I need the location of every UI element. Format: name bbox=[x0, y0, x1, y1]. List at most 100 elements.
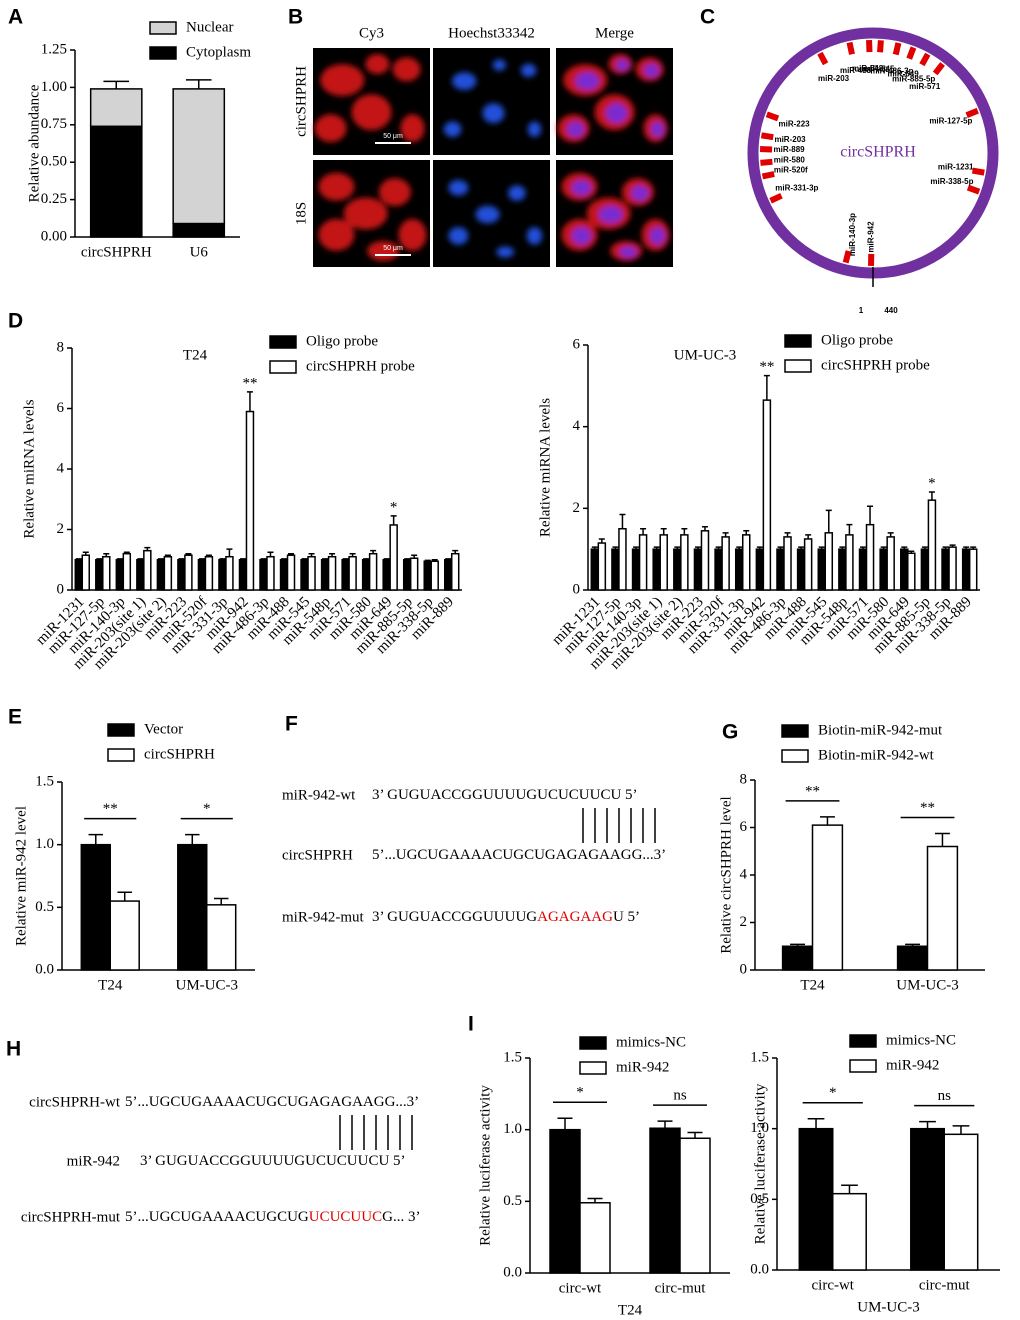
sequence: 3’ GUGUACCGGUUUUGAGAGAAGU 5’ bbox=[372, 909, 640, 925]
bar bbox=[143, 549, 152, 591]
error-bar bbox=[116, 558, 123, 560]
y-tick-label: 2 bbox=[573, 500, 581, 516]
error-bar bbox=[404, 558, 411, 560]
bar bbox=[811, 824, 844, 971]
bar bbox=[693, 548, 703, 591]
y-tick-label: 0.5 bbox=[35, 899, 54, 915]
bar bbox=[845, 534, 854, 591]
error-bar bbox=[784, 532, 791, 537]
error-bar bbox=[825, 509, 832, 533]
binding-site bbox=[966, 184, 981, 195]
legend-label: mimics-NC bbox=[886, 1032, 956, 1048]
bar bbox=[382, 559, 391, 591]
bar bbox=[943, 1133, 979, 1271]
nucleus bbox=[615, 59, 629, 71]
error-bar bbox=[819, 816, 835, 826]
bar bbox=[320, 559, 330, 591]
bar bbox=[177, 559, 186, 591]
nucleus bbox=[571, 227, 592, 245]
cell bbox=[320, 64, 365, 97]
x-tick-label: circ-mut bbox=[919, 1277, 971, 1293]
bar bbox=[879, 548, 888, 591]
column-header: Cy3 bbox=[359, 25, 384, 41]
error-bar bbox=[226, 548, 233, 557]
y-tick-label: 1.00 bbox=[41, 79, 67, 95]
cells bbox=[318, 172, 427, 261]
sequence-name: circSHPRH-wt bbox=[29, 1094, 121, 1110]
y-tick-label: 6 bbox=[57, 400, 65, 416]
error-bar bbox=[949, 544, 956, 548]
binding-site bbox=[868, 253, 875, 267]
bar bbox=[259, 559, 268, 591]
site-label: miR-140-3p bbox=[848, 213, 857, 256]
cells bbox=[443, 59, 542, 137]
legend-swatch bbox=[784, 359, 812, 373]
panel-label: H bbox=[6, 1038, 21, 1061]
cell bbox=[351, 94, 392, 131]
bar bbox=[409, 557, 419, 591]
bar bbox=[900, 548, 909, 591]
sequence-segment: 5’...UGCUGAAAACUGCUGAGAGAAGG...3’ bbox=[125, 1094, 419, 1110]
error-bar bbox=[349, 552, 356, 557]
cells bbox=[314, 54, 425, 143]
bar bbox=[824, 532, 834, 591]
panel-label: E bbox=[8, 706, 22, 729]
significance-label: ns bbox=[938, 1088, 952, 1104]
site-label: miR-1231 bbox=[938, 163, 974, 172]
y-tick-label: 8 bbox=[740, 771, 748, 787]
significance-label: ** bbox=[759, 359, 774, 375]
bar bbox=[920, 548, 930, 591]
error-bar bbox=[288, 552, 295, 556]
binding-site bbox=[765, 111, 780, 122]
error-bar bbox=[860, 546, 867, 550]
bar bbox=[590, 548, 600, 591]
nucleus bbox=[508, 185, 526, 201]
end-label: 440 bbox=[884, 306, 898, 315]
bar bbox=[197, 559, 207, 591]
error-bar bbox=[694, 546, 701, 550]
cell bbox=[398, 218, 427, 251]
error-bar bbox=[452, 549, 459, 554]
significance-label: * bbox=[576, 1085, 584, 1101]
nucleus bbox=[527, 121, 542, 137]
y-tick-label: 6 bbox=[573, 336, 581, 352]
error-bar bbox=[736, 546, 743, 550]
circ-center-label: circSHPRH bbox=[840, 144, 916, 161]
nucleus bbox=[482, 103, 505, 124]
binding-site bbox=[846, 41, 855, 55]
error-bar bbox=[942, 546, 949, 550]
error-bar bbox=[839, 546, 846, 550]
x-tick-label: circ-wt bbox=[559, 1280, 602, 1296]
bar bbox=[172, 88, 226, 225]
error-bar bbox=[908, 550, 915, 554]
bar bbox=[721, 536, 730, 591]
y-axis-label: Relative miR-942 level bbox=[13, 806, 29, 946]
bar bbox=[781, 945, 814, 971]
site-label: miR-548p bbox=[852, 64, 888, 73]
significance-label: ns bbox=[673, 1088, 687, 1104]
error-bar bbox=[722, 532, 729, 537]
bar bbox=[755, 548, 765, 591]
sequence: 5’...UGCUGAAAACUGCUGAGAGAAGG...3’ bbox=[125, 1094, 419, 1110]
bar bbox=[714, 548, 723, 591]
error-bar bbox=[901, 546, 908, 550]
error-bar bbox=[687, 1131, 703, 1139]
bar bbox=[680, 534, 689, 591]
error-bar bbox=[411, 554, 418, 559]
column-header: Hoechst33342 bbox=[448, 25, 535, 41]
binding-site bbox=[761, 171, 775, 180]
legend-label: Cytoplasm bbox=[186, 44, 251, 60]
site-label: miR-203 bbox=[818, 74, 850, 83]
legend-label: circSHPRH bbox=[144, 746, 215, 762]
error-bar bbox=[137, 558, 144, 560]
bar bbox=[307, 555, 316, 591]
error-bar bbox=[213, 897, 229, 905]
sequence-segment: 3’ GUGUACCGGUUUUGUCUCUUCU 5’ bbox=[140, 1153, 406, 1169]
bar bbox=[225, 555, 234, 591]
error-bar bbox=[370, 549, 377, 554]
bar bbox=[579, 1202, 611, 1274]
bar bbox=[136, 559, 145, 591]
binding-site bbox=[866, 39, 873, 53]
nucleus bbox=[520, 63, 537, 77]
sequence: 3’ GUGUACCGGUUUUGUCUCUUCU 5’ bbox=[140, 1153, 406, 1169]
